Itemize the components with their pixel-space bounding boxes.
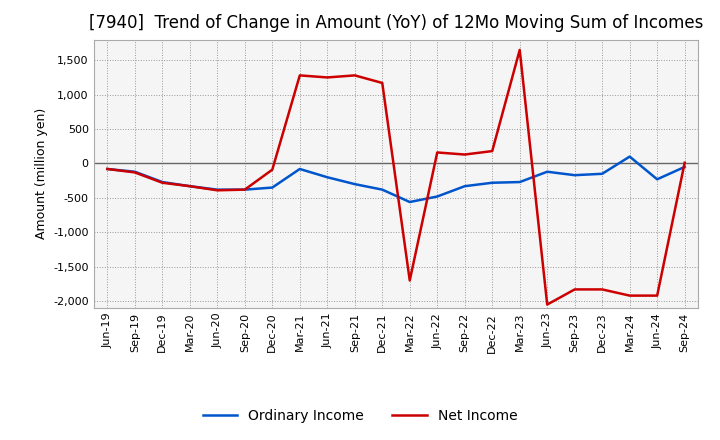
Ordinary Income: [295, 166, 304, 172]
Net Income: [213, 188, 222, 193]
Net Income: [351, 73, 359, 78]
Net Income: [240, 187, 249, 192]
Y-axis label: Amount (million yen): Amount (million yen): [35, 108, 48, 239]
Ordinary Income: [626, 154, 634, 159]
Title: [7940]  Trend of Change in Amount (YoY) of 12Mo Moving Sum of Incomes: [7940] Trend of Change in Amount (YoY) o…: [89, 15, 703, 33]
Net Income: [653, 293, 662, 298]
Net Income: [158, 180, 166, 185]
Ordinary Income: [268, 185, 276, 190]
Net Income: [268, 167, 276, 172]
Net Income: [680, 160, 689, 165]
Ordinary Income: [488, 180, 497, 185]
Ordinary Income: [405, 199, 414, 205]
Net Income: [103, 166, 112, 172]
Ordinary Income: [570, 172, 579, 178]
Ordinary Income: [543, 169, 552, 174]
Line: Net Income: Net Income: [107, 50, 685, 304]
Ordinary Income: [433, 194, 441, 199]
Line: Ordinary Income: Ordinary Income: [107, 157, 685, 202]
Net Income: [460, 152, 469, 157]
Net Income: [543, 302, 552, 307]
Ordinary Income: [516, 180, 524, 185]
Ordinary Income: [213, 187, 222, 192]
Net Income: [516, 47, 524, 52]
Ordinary Income: [598, 171, 606, 176]
Net Income: [130, 170, 139, 175]
Net Income: [405, 278, 414, 283]
Ordinary Income: [460, 183, 469, 189]
Ordinary Income: [378, 187, 387, 192]
Net Income: [186, 183, 194, 189]
Net Income: [598, 287, 606, 292]
Ordinary Income: [653, 177, 662, 182]
Ordinary Income: [158, 180, 166, 185]
Ordinary Income: [351, 181, 359, 187]
Ordinary Income: [130, 169, 139, 174]
Net Income: [433, 150, 441, 155]
Net Income: [295, 73, 304, 78]
Net Income: [488, 148, 497, 154]
Net Income: [323, 75, 332, 80]
Ordinary Income: [680, 164, 689, 169]
Net Income: [570, 287, 579, 292]
Ordinary Income: [186, 183, 194, 189]
Ordinary Income: [103, 166, 112, 172]
Ordinary Income: [240, 187, 249, 192]
Ordinary Income: [323, 175, 332, 180]
Net Income: [626, 293, 634, 298]
Net Income: [378, 81, 387, 86]
Legend: Ordinary Income, Net Income: Ordinary Income, Net Income: [197, 403, 523, 429]
